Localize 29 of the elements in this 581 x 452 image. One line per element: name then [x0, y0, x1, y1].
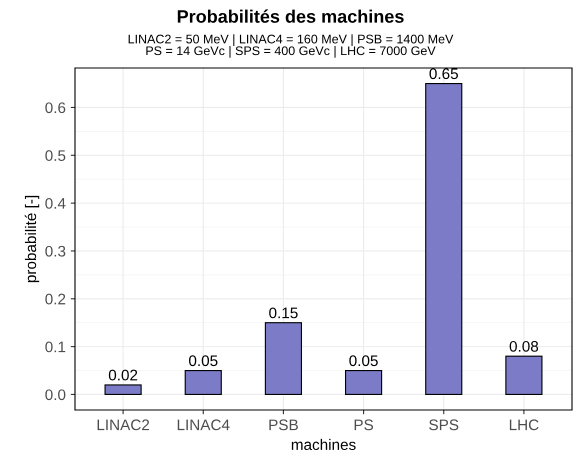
bar — [264, 322, 302, 396]
x-axis-title: machines — [292, 438, 356, 450]
bar — [184, 370, 222, 396]
chart-title: Probabilités des machines — [178, 9, 404, 23]
data-label: 0.65 — [429, 68, 458, 80]
data-label: 0.08 — [510, 340, 538, 352]
bar — [104, 384, 142, 396]
y-tick-label: 0.1 — [45, 341, 66, 352]
y-axis-title: probabilité [-] — [24, 196, 40, 282]
y-tick-label: 0.3 — [45, 246, 66, 257]
chart-subtitle: LINAC2 = 50 MeV | LINAC4 = 160 MeV | PSB = 1400 MeV PS = 14 GeVc | SPS = 400 GeVc | LHC = 7000 GeV — [128, 34, 454, 58]
data-label: 0.05 — [349, 355, 378, 366]
bar — [344, 370, 382, 396]
y-tick-label: 0.4 — [45, 198, 66, 209]
bar — [505, 356, 542, 396]
x-tick-label: LINAC2 — [98, 419, 150, 430]
y-tick-label: 0.2 — [45, 294, 66, 304]
data-label: 0.15 — [269, 307, 298, 318]
y-tick-label: 0.0 — [45, 389, 66, 400]
y-tick-label: 0.6 — [45, 102, 66, 114]
x-tick-label: PS — [354, 419, 374, 430]
data-label: 0.05 — [188, 355, 218, 366]
y-tick-label: 0.5 — [45, 150, 66, 161]
x-tick-label: PSB — [269, 419, 298, 430]
x-tick-label: LHC — [510, 419, 539, 430]
bar — [425, 82, 462, 396]
data-label: 0.02 — [108, 370, 138, 380]
x-tick-label: LINAC4 — [178, 419, 230, 430]
x-tick-label: SPS — [429, 419, 458, 430]
